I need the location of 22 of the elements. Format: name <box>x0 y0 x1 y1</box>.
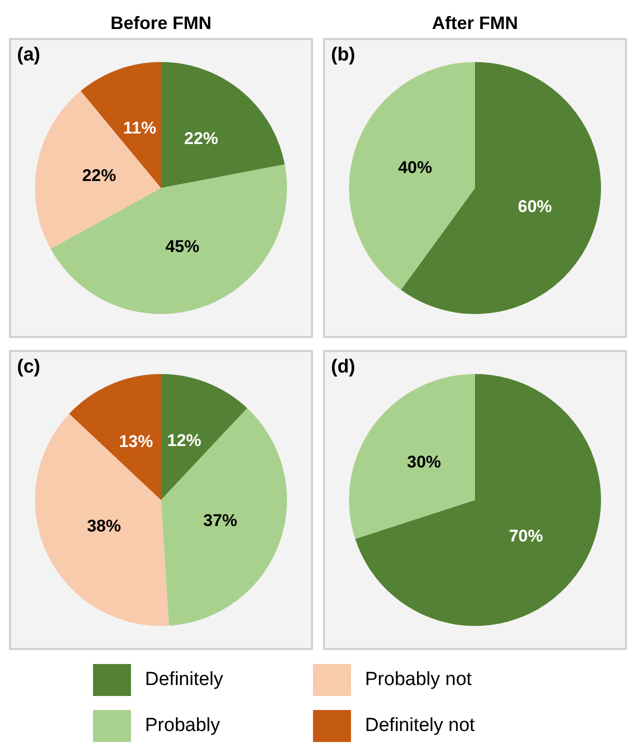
data-label: 40% <box>398 158 432 178</box>
text: (d) <box>331 356 356 378</box>
data-label: 37% <box>203 511 238 530</box>
data-label: 13% <box>118 432 153 451</box>
data-label: 38% <box>86 516 122 536</box>
legend-label: Probably <box>145 715 220 737</box>
data-label: 30% <box>407 452 442 472</box>
text: (c) <box>17 356 40 378</box>
legend-label: Definitely <box>145 669 224 691</box>
legend-label: Definitely not <box>365 715 475 737</box>
text: (b) <box>331 44 356 66</box>
chart-title: After FMN <box>432 12 518 35</box>
data-label: 12% <box>167 431 202 450</box>
data-label: 60% <box>518 197 552 216</box>
data-label: 45% <box>165 236 200 256</box>
data-label: 70% <box>508 526 543 546</box>
data-label: 11% <box>123 118 156 138</box>
data-label: 22% <box>82 166 116 185</box>
text: (a) <box>17 44 40 66</box>
legend-label: Probably not <box>365 669 472 691</box>
chart-title: Before FMN <box>110 12 212 35</box>
data-label: 22% <box>184 129 218 148</box>
